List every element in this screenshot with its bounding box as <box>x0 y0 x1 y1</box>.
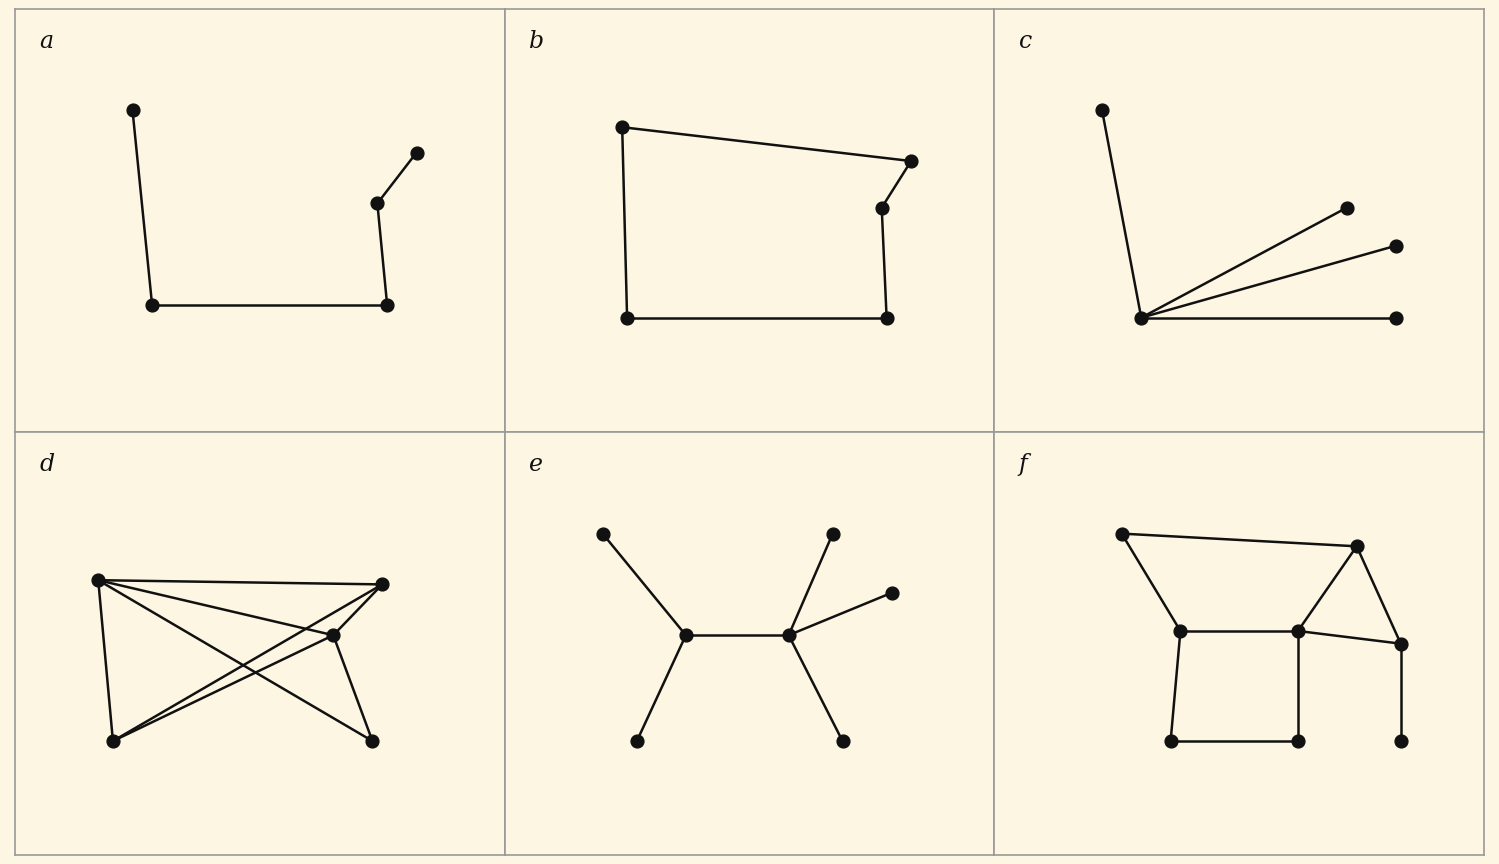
Point <box>830 734 854 748</box>
Point <box>370 577 394 591</box>
Text: d: d <box>39 453 54 476</box>
Point <box>776 628 800 642</box>
Text: f: f <box>1019 453 1028 476</box>
Point <box>610 120 634 134</box>
Point <box>375 298 399 312</box>
Point <box>880 586 904 600</box>
Point <box>321 628 345 642</box>
Point <box>1090 104 1114 118</box>
Point <box>366 196 390 210</box>
Point <box>675 628 699 642</box>
Point <box>1345 539 1369 553</box>
Point <box>1168 624 1192 638</box>
Point <box>360 734 384 748</box>
Point <box>1286 624 1310 638</box>
Point <box>1384 238 1408 252</box>
Point <box>874 311 898 325</box>
Point <box>821 527 845 541</box>
Point <box>1159 734 1183 748</box>
Point <box>899 154 923 168</box>
Point <box>1129 311 1153 325</box>
Point <box>615 311 639 325</box>
Point <box>1384 311 1408 325</box>
Point <box>87 574 111 588</box>
Point <box>405 146 429 160</box>
Text: c: c <box>1019 30 1033 53</box>
Point <box>869 200 893 214</box>
Text: a: a <box>39 30 54 53</box>
Point <box>1388 734 1412 748</box>
Point <box>1388 637 1412 651</box>
Point <box>625 734 649 748</box>
Point <box>1336 200 1360 214</box>
Text: e: e <box>529 453 543 476</box>
Point <box>1286 734 1310 748</box>
Point <box>139 298 163 312</box>
Point <box>591 527 615 541</box>
Text: b: b <box>529 30 544 53</box>
Point <box>120 104 144 118</box>
Point <box>1109 527 1133 541</box>
Point <box>100 734 124 748</box>
